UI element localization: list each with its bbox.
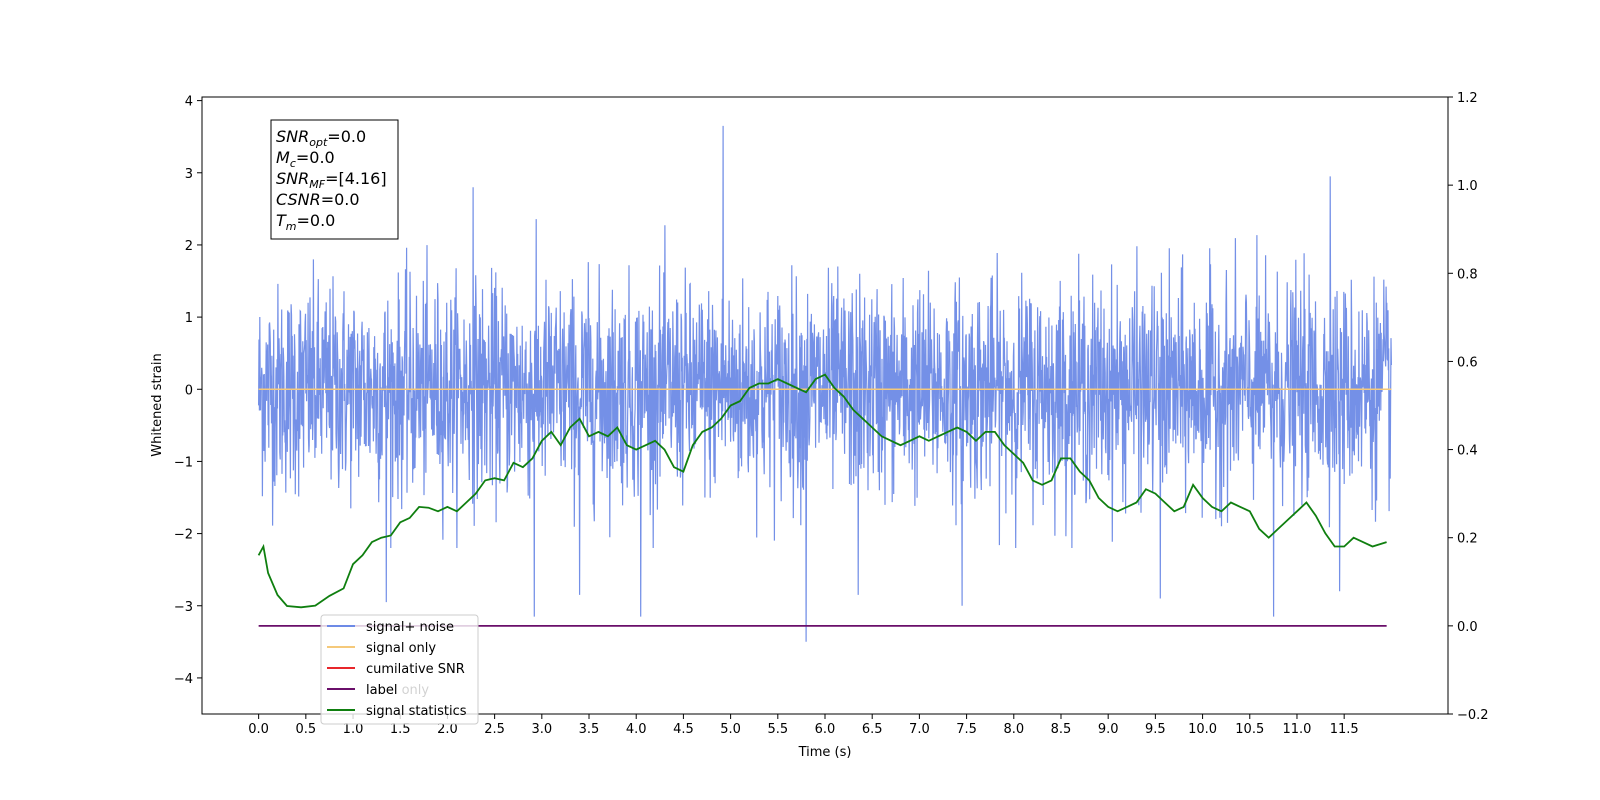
x-axis-label: Time (s) (798, 745, 852, 760)
x-tick-label: 4.0 (626, 722, 647, 737)
x-tick-label: 10.0 (1188, 722, 1217, 737)
x-tick-label: 1.0 (343, 722, 364, 737)
legend-hidden-entry-text: label only (366, 683, 429, 698)
y2-tick-label: 1.2 (1457, 91, 1478, 106)
legend: label only signal+ noise signal only cumila… (320, 614, 479, 725)
x-tick-label: 3.5 (579, 722, 600, 737)
x-tick-label: 4.5 (673, 722, 694, 737)
y-tick-label: −1 (174, 455, 193, 470)
x-tick-label: 9.0 (1098, 722, 1119, 737)
x-tick-label: 11.5 (1330, 722, 1359, 737)
series-signal-noise-line (258, 125, 1392, 642)
y2-tick-label: 0.4 (1457, 444, 1478, 459)
x-tick-label: 9.5 (1145, 722, 1166, 737)
y-axis-ticks: 4 3 2 1 0 −1 −2 −3 −4 (174, 95, 202, 687)
annotation-line: SNRMF=[4.16] (276, 169, 387, 191)
legend-label: signal statistics (366, 704, 467, 719)
annotation-line: SNRopt=0.0 (276, 127, 366, 149)
y2-axis-ticks: 1.2 1.0 0.8 0.6 0.4 0.2 0.0 −0.2 (1448, 91, 1489, 723)
x-tick-label: 10.5 (1235, 722, 1264, 737)
y2-tick-label: 0.0 (1457, 620, 1478, 635)
annotation-line: Tm=0.0 (276, 211, 335, 233)
y2-tick-label: 0.2 (1457, 532, 1478, 547)
y2-tick-label: 0.8 (1457, 267, 1478, 282)
x-tick-label: 7.0 (909, 722, 930, 737)
series-signal-statistics-line (257, 373, 1387, 609)
y-tick-label: 3 (185, 167, 193, 182)
plot-area (257, 125, 1392, 642)
x-tick-label: 2.5 (484, 722, 505, 737)
annotation-line: CSNR=0.0 (276, 190, 360, 209)
y-tick-label: 4 (185, 95, 193, 110)
legend-label: signal+ noise (366, 620, 454, 635)
y2-tick-label: 1.0 (1457, 179, 1478, 194)
x-tick-label: 6.5 (862, 722, 883, 737)
x-axis-ticks: 0.0 0.5 1.0 1.5 2.0 2.5 3.0 3.5 4.0 4.5 5.0 5.5 6.0 6… (248, 714, 1359, 737)
x-tick-label: 7.5 (956, 722, 977, 737)
legend-label: label (366, 683, 397, 698)
x-tick-label: 8.0 (1003, 722, 1024, 737)
y2-tick-label: 0.6 (1457, 355, 1478, 370)
y-tick-label: −3 (174, 600, 193, 615)
x-tick-label: 0.0 (248, 722, 269, 737)
y2-tick-label: −0.2 (1457, 708, 1489, 723)
legend-frame (320, 614, 479, 725)
y-tick-label: −2 (174, 528, 193, 543)
x-tick-label: 2.0 (437, 722, 458, 737)
y-axis-label: Whitened strain (150, 353, 165, 456)
y-tick-label: 1 (185, 311, 193, 326)
x-tick-label: 3.0 (531, 722, 552, 737)
x-tick-label: 5.0 (720, 722, 741, 737)
annotation-frame (270, 119, 399, 240)
y-tick-label: 0 (185, 383, 193, 398)
x-tick-label: 5.5 (767, 722, 788, 737)
y-tick-label: −4 (174, 672, 193, 687)
x-tick-label: 8.5 (1051, 722, 1072, 737)
x-tick-label: 0.5 (295, 722, 316, 737)
legend-label: signal only (366, 641, 436, 656)
legend-label: cumilative SNR (366, 662, 465, 677)
annotation-line: Mc=0.0 (276, 148, 335, 170)
y-tick-label: 2 (185, 239, 193, 254)
x-tick-label: 1.5 (390, 722, 411, 737)
x-tick-label: 11.0 (1282, 722, 1311, 737)
x-tick-label: 6.0 (815, 722, 836, 737)
